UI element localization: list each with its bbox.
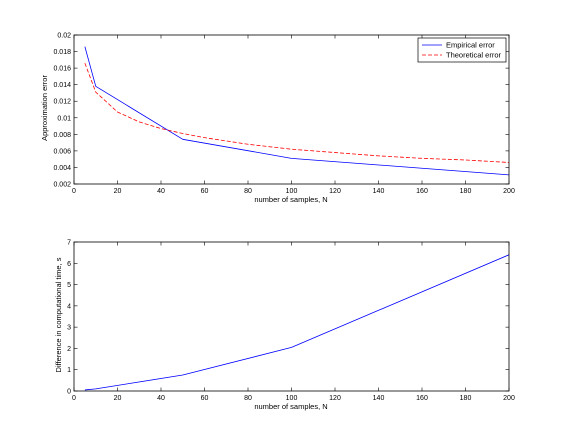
time-chart-y-tick-label: 6 bbox=[67, 261, 71, 268]
time-chart-y-tick-label: 2 bbox=[67, 346, 71, 353]
time-chart-x-tick-label: 180 bbox=[460, 395, 472, 402]
error-chart-y-tick-label: 0.02 bbox=[57, 33, 71, 40]
time-chart-y-tick-label: 4 bbox=[67, 303, 71, 310]
legend-box bbox=[417, 37, 507, 63]
error-chart-y-tick-label: 0.012 bbox=[53, 99, 71, 106]
time-chart-x-tick-label: 200 bbox=[503, 395, 515, 402]
error-chart-x-tick-label: 200 bbox=[503, 188, 515, 195]
error-chart-x-axis-label: number of samples, N bbox=[254, 195, 327, 204]
time-chart-x-tick-label: 40 bbox=[157, 395, 165, 402]
time-chart-y-tick-label: 3 bbox=[67, 325, 71, 332]
error-chart-y-tick-label: 0.016 bbox=[53, 66, 71, 73]
time-chart-y-tick-label: 7 bbox=[67, 240, 71, 247]
time-chart-x-tick-label: 0 bbox=[72, 395, 76, 402]
error-chart-y-tick-label: 0.01 bbox=[57, 115, 71, 122]
time-chart-y-tick-label: 0 bbox=[67, 389, 71, 396]
error-chart-x-tick-label: 180 bbox=[460, 188, 472, 195]
error-chart-y-tick-label: 0.004 bbox=[53, 165, 71, 172]
error-chart-series-empirical-error bbox=[84, 46, 510, 176]
legend-label-theoretical: Theoretical error bbox=[446, 51, 502, 60]
error-chart-x-tick-label: 140 bbox=[373, 188, 385, 195]
error-chart-series-theoretical-error bbox=[84, 62, 510, 163]
time-chart-x-tick-label: 120 bbox=[329, 395, 341, 402]
error-chart-lines bbox=[84, 46, 510, 176]
time-chart-x-tick-label: 60 bbox=[201, 395, 209, 402]
time-chart-x-tick-label: 20 bbox=[114, 395, 122, 402]
error-chart-y-axis-label: Approximation error bbox=[40, 75, 49, 141]
time-chart-ticks: 0 20 40 60 80 100 120 140 160 180 200 0 1 2 3 4 5 6 7 bbox=[67, 240, 515, 403]
error-chart-y-tick-label: 0.014 bbox=[53, 82, 71, 89]
error-chart-ticks: 0 20 40 60 80 100 120 140 160 180 200 0.002 0.004 0.0… bbox=[53, 33, 514, 196]
error-chart-y-tick-label: 0.002 bbox=[53, 182, 71, 189]
error-chart-y-tick-label: 0.018 bbox=[53, 49, 71, 56]
error-chart-y-tick-label: 0.008 bbox=[53, 132, 71, 139]
time-chart: 0 20 40 60 80 100 120 140 160 180 200 0 1 2 3 4 5 6 7 numb… bbox=[54, 240, 515, 412]
time-chart-x-axis-label: number of samples, N bbox=[254, 402, 327, 411]
time-chart-y-axis-label: Difference in computational time, s bbox=[54, 257, 63, 372]
time-chart-y-tick-label: 1 bbox=[67, 367, 71, 374]
error-chart-x-tick-label: 160 bbox=[416, 188, 428, 195]
time-chart-x-tick-label: 140 bbox=[373, 395, 385, 402]
legend: Empirical error Theoretical error bbox=[417, 37, 507, 63]
error-chart-x-tick-label: 20 bbox=[114, 188, 122, 195]
time-chart-x-tick-label: 80 bbox=[244, 395, 252, 402]
error-chart-x-tick-label: 80 bbox=[244, 188, 252, 195]
error-chart-x-tick-label: 40 bbox=[157, 188, 165, 195]
error-chart-x-tick-label: 120 bbox=[329, 188, 341, 195]
error-chart-y-tick-label: 0.006 bbox=[53, 148, 71, 155]
time-chart-y-tick-label: 5 bbox=[67, 282, 71, 289]
time-chart-x-tick-label: 100 bbox=[286, 395, 298, 402]
time-chart-x-tick-label: 160 bbox=[416, 395, 428, 402]
error-chart: 0 20 40 60 80 100 120 140 160 180 200 0.002 0.004 0.0… bbox=[40, 33, 515, 205]
time-chart-lines bbox=[84, 254, 510, 391]
legend-label-empirical: Empirical error bbox=[446, 41, 495, 50]
error-chart-x-tick-label: 0 bbox=[72, 188, 76, 195]
time-chart-series-line-0 bbox=[84, 254, 510, 391]
error-chart-x-tick-label: 100 bbox=[286, 188, 298, 195]
error-chart-x-tick-label: 60 bbox=[201, 188, 209, 195]
